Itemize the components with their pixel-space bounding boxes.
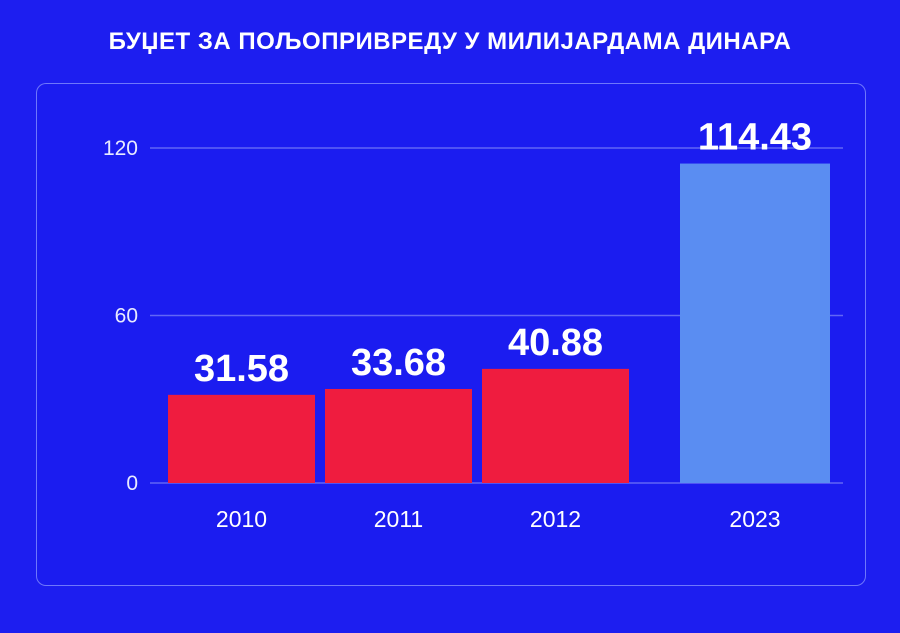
x-tick-label: 2023: [729, 506, 780, 532]
bar-2010: [168, 394, 315, 483]
x-tick-label: 2010: [216, 506, 267, 532]
x-tick-label: 2011: [374, 506, 423, 532]
bar-2011: [325, 388, 472, 483]
y-tick-label: 120: [103, 137, 138, 160]
bar-2012: [482, 368, 629, 483]
value-label: 114.43: [698, 117, 812, 159]
value-label: 33.68: [351, 342, 446, 384]
bar-2023: [680, 163, 830, 484]
y-tick-label: 60: [115, 305, 138, 328]
value-label: 40.88: [508, 322, 603, 364]
y-tick-label: 0: [126, 472, 138, 495]
x-tick-label: 2012: [530, 506, 581, 532]
chart-title: БУЏЕТ ЗА ПОЉОПРИВРЕДУ У МИЛИЈАРДАМА ДИНА…: [108, 28, 792, 55]
value-label: 31.58: [194, 348, 289, 390]
